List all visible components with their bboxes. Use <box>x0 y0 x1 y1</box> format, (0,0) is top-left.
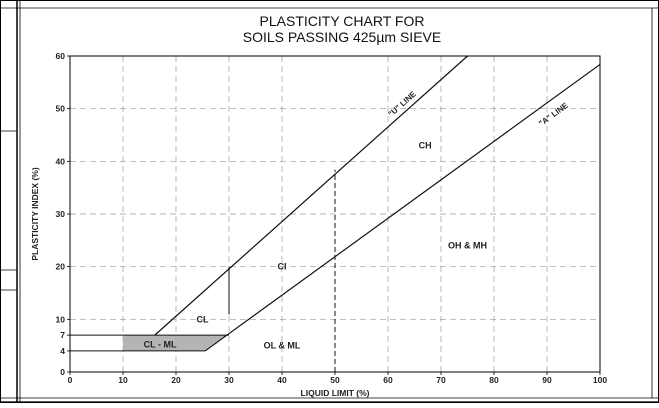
region-label: CI <box>278 262 287 272</box>
y-tick-label: 0 <box>60 367 65 377</box>
y-tick-label: 4 <box>60 346 65 356</box>
y-tick-label: 30 <box>56 209 66 219</box>
y-tick-label: 7 <box>60 330 65 340</box>
region-label: CL <box>197 314 209 324</box>
x-tick-label: 100 <box>593 375 607 385</box>
y-tick-label: 60 <box>56 51 66 61</box>
chart-title-line-2: SOILS PASSING 425µm SIEVE <box>243 29 441 45</box>
grid-lines <box>70 56 600 372</box>
x-tick-label: 10 <box>118 375 128 385</box>
y-tick-label: 50 <box>56 104 66 114</box>
region-label: OH & MH <box>448 241 487 251</box>
u-line <box>154 55 468 336</box>
x-tick-label: 60 <box>383 375 393 385</box>
axis-ticks: 0 10 20 30 40 50 60 70 80 90 100 0 4 7 10 20 30 40 50 60 <box>56 51 608 385</box>
y-tick-label: 20 <box>56 262 66 272</box>
x-tick-label: 0 <box>68 375 73 385</box>
x-axis-label: LIQUID LIMIT (%) <box>301 388 370 398</box>
a-line <box>204 63 601 352</box>
x-tick-label: 30 <box>224 375 234 385</box>
y-axis-label: PLASTICITY INDEX (%) <box>30 167 40 261</box>
x-tick-label: 70 <box>436 375 446 385</box>
chart-title-line-1: PLASTICITY CHART FOR <box>260 13 425 29</box>
cl-ml-shaded-zone <box>123 335 227 351</box>
a-line-label: "A" LINE <box>537 101 570 129</box>
region-label: CH <box>419 141 432 151</box>
region-label: CL - ML <box>144 340 177 350</box>
y-tick-label: 40 <box>56 156 66 166</box>
y-tick-label: 10 <box>56 314 66 324</box>
x-tick-label: 50 <box>330 375 340 385</box>
chart-lines-layer <box>70 55 601 372</box>
x-tick-label: 80 <box>489 375 499 385</box>
shaded-zone-layer <box>123 335 227 351</box>
x-tick-label: 20 <box>171 375 181 385</box>
x-tick-label: 40 <box>277 375 287 385</box>
region-label: OL & ML <box>264 341 301 351</box>
x-tick-label: 90 <box>542 375 552 385</box>
